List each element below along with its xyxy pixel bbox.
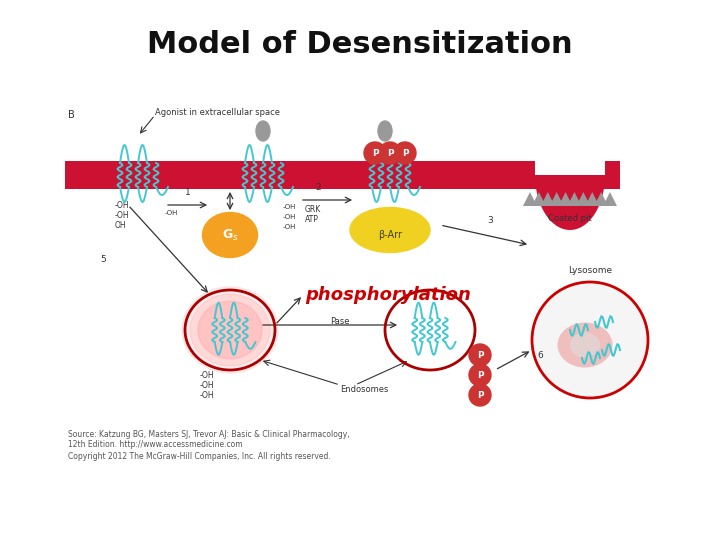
Ellipse shape [202, 213, 258, 258]
Text: OH: OH [115, 220, 127, 230]
Text: ATP: ATP [305, 215, 319, 224]
Text: -OH: -OH [115, 200, 130, 210]
Ellipse shape [256, 121, 270, 141]
Text: P: P [372, 148, 378, 158]
Polygon shape [594, 192, 608, 206]
Text: 3: 3 [487, 216, 493, 225]
Text: -OH: -OH [165, 210, 179, 216]
Polygon shape [567, 192, 582, 206]
Text: G$_s$: G$_s$ [222, 227, 238, 242]
Circle shape [469, 364, 491, 386]
Polygon shape [549, 192, 564, 206]
Polygon shape [585, 192, 599, 206]
Polygon shape [576, 192, 590, 206]
Ellipse shape [182, 287, 278, 373]
Text: Agonist in extracellular space: Agonist in extracellular space [155, 108, 280, 117]
Circle shape [394, 142, 416, 164]
Text: -OH: -OH [200, 370, 215, 380]
Bar [65, 161, 620, 189]
Polygon shape [603, 192, 617, 206]
Text: GRK: GRK [305, 205, 321, 214]
Text: P: P [477, 390, 483, 400]
Text: -OH: -OH [283, 214, 297, 220]
Text: -OH: -OH [115, 211, 130, 219]
Circle shape [469, 384, 491, 406]
Circle shape [364, 142, 386, 164]
Ellipse shape [350, 207, 430, 253]
Polygon shape [532, 192, 546, 206]
Ellipse shape [190, 294, 270, 366]
Text: -OH: -OH [283, 224, 297, 230]
Text: B: B [68, 110, 75, 120]
Text: Model of Desensitization: Model of Desensitization [147, 30, 573, 59]
Text: Pase: Pase [330, 318, 349, 327]
Polygon shape [541, 192, 555, 206]
Text: 5: 5 [100, 255, 106, 265]
Text: Coated pit: Coated pit [548, 214, 592, 223]
Text: phosphorylation: phosphorylation [305, 286, 471, 304]
Text: 6: 6 [537, 350, 543, 360]
Text: Copyright 2012 The McGraw-Hill Companies, Inc. All rights reserved.: Copyright 2012 The McGraw-Hill Companies… [68, 452, 330, 461]
Ellipse shape [557, 322, 613, 368]
Circle shape [532, 282, 648, 398]
Text: P: P [477, 370, 483, 380]
Ellipse shape [387, 292, 473, 368]
Bar [535, 156, 605, 175]
Text: Lysosome: Lysosome [568, 266, 612, 275]
Text: Endosomes: Endosomes [340, 386, 388, 395]
Ellipse shape [198, 301, 262, 359]
Polygon shape [535, 175, 605, 230]
Text: 1: 1 [185, 188, 191, 197]
Circle shape [469, 344, 491, 366]
Text: -OH: -OH [200, 381, 215, 389]
Text: Source: Katzung BG, Masters SJ, Trevor AJ: Basic & Clinical Pharmacology,: Source: Katzung BG, Masters SJ, Trevor A… [68, 430, 350, 439]
Text: 2: 2 [315, 183, 321, 192]
Text: -OH: -OH [283, 204, 297, 210]
Text: P: P [477, 350, 483, 360]
Polygon shape [523, 192, 537, 206]
Text: P: P [387, 148, 393, 158]
Text: -OH: -OH [200, 390, 215, 400]
Text: P: P [402, 148, 408, 158]
Text: 12th Edition. http://www.accessmedicine.com: 12th Edition. http://www.accessmedicine.… [68, 440, 243, 449]
Circle shape [379, 142, 401, 164]
Ellipse shape [378, 121, 392, 141]
Text: β-Arr: β-Arr [378, 230, 402, 240]
Polygon shape [559, 192, 572, 206]
Ellipse shape [570, 333, 600, 357]
